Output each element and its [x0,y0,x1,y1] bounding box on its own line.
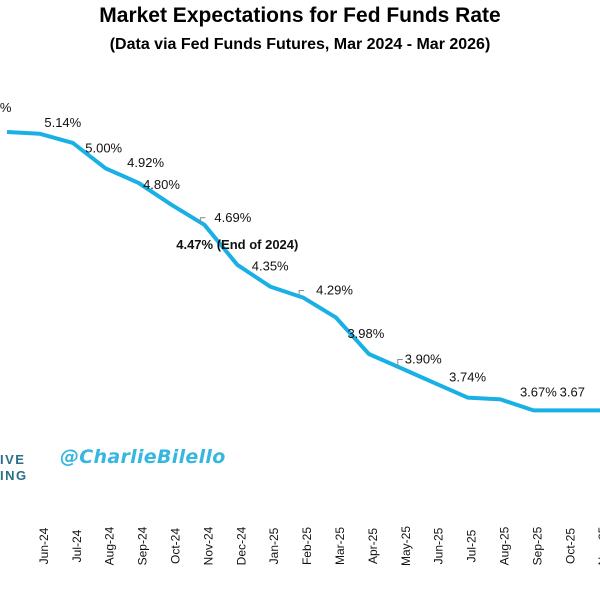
x-tick-label: Jul-25 [465,529,479,562]
x-tick-label: Jun-25 [432,527,446,564]
x-tick-label: Oct-24 [169,528,183,564]
data-label: 3.74% [449,370,486,385]
data-label: 3.67 [560,384,585,399]
x-tick-label: Sep-24 [136,526,150,565]
data-label: 3.67% [520,384,557,399]
x-tick-label: Apr-25 [366,528,380,564]
data-label: 3.90% [405,352,442,367]
logo-line-1: IVE [0,452,26,467]
data-label: 4.80% [143,177,180,192]
chart-title: Market Expectations for Fed Funds Rate [99,4,501,27]
x-tick-label: Mar-25 [333,527,347,565]
x-tick-label: May-25 [399,526,413,566]
x-tick-label: Jul-24 [70,529,84,562]
x-tick-label: Nov-24 [201,526,215,565]
data-label: 3.98% [347,326,384,341]
data-label: 4.29% [316,283,353,298]
line-layer [6,130,600,413]
data-label-leader [199,217,206,224]
series-line [6,130,600,413]
x-tick-label: Nov-25 [596,526,600,565]
x-tick-label: Aug-25 [498,526,512,565]
chart-subtitle: (Data via Fed Funds Futures, Mar 2024 - … [109,36,491,53]
x-tick-label: Oct-25 [563,528,577,564]
x-tick-label: Feb-25 [300,527,314,565]
data-label: 4.92% [127,155,164,170]
x-tick-label: Sep-25 [530,526,544,565]
data-label-layer: 0% 5.14% 5.00% 4.92% 4.80% 4.69% 4.47% (End of… [0,100,585,399]
data-label: 0% [0,100,12,115]
data-label-leader [397,359,403,368]
data-label: 4.47% (End of 2024) [176,237,298,252]
x-tick-label: Jan-25 [267,527,281,564]
brand-logo: IVE ING [0,452,28,484]
x-tick-label: Aug-24 [103,526,117,565]
data-label-leader [298,290,305,297]
logo-line-2: ING [0,468,28,483]
data-label: 5.14% [44,115,81,130]
data-label: 4.69% [214,210,251,225]
data-label: 5.00% [85,140,122,155]
x-tick-label: Jun-24 [37,527,51,564]
author-handle: @CharlieBilello [60,446,226,468]
x-axis-ticks: Jun-24 Jul-24 Aug-24 Sep-24 Oct-24 Nov-24 Dec-… [37,526,600,566]
data-label: 4.35% [252,259,289,274]
x-tick-label: Dec-24 [234,526,248,565]
